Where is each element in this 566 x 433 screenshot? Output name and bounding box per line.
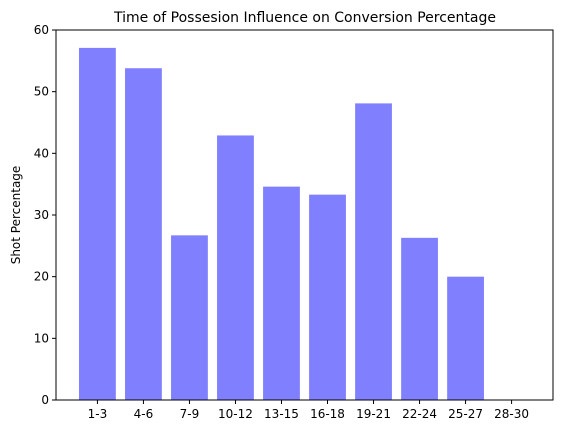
y-tick-label: 50 [34, 85, 49, 99]
bar-22-24 [401, 237, 438, 400]
x-axis: 1-3 4-6 7-9 10-12 13-15 16-18 19-21 22-24 25-27 2… [88, 400, 529, 421]
bar-4-6 [125, 68, 162, 400]
y-tick-label: 10 [34, 331, 49, 345]
bars-group [79, 47, 484, 400]
x-tick-label: 25-27 [448, 407, 483, 421]
y-axis-label: Shot Percentage [9, 166, 23, 265]
x-tick-label: 19-21 [356, 407, 391, 421]
bar-10-12 [217, 135, 254, 400]
y-tick-label: 20 [34, 270, 49, 284]
chart-title: Time of Possesion Influence on Conversio… [113, 10, 496, 26]
plot-frame [55, 29, 554, 401]
x-tick-label: 16-18 [310, 407, 345, 421]
x-tick-label: 7-9 [180, 407, 200, 421]
bar-7-9 [171, 235, 208, 400]
bar-16-18 [309, 194, 346, 400]
x-tick-label: 1-3 [88, 407, 108, 421]
x-tick-label: 10-12 [218, 407, 253, 421]
x-tick-label: 4-6 [134, 407, 154, 421]
x-tick-label: 13-15 [264, 407, 299, 421]
bar-25-27 [447, 276, 484, 400]
y-tick-label: 40 [34, 146, 49, 160]
x-tick-label: 28-30 [494, 407, 529, 421]
x-tick-label: 22-24 [402, 407, 437, 421]
bar-1-3 [79, 47, 116, 400]
bar-13-15 [263, 186, 300, 400]
y-tick-label: 30 [34, 208, 49, 222]
y-axis: 0 10 20 30 40 50 60 [34, 23, 56, 407]
y-tick-label: 60 [34, 23, 49, 37]
y-tick-label: 0 [41, 393, 49, 407]
bar-19-21 [355, 103, 392, 400]
